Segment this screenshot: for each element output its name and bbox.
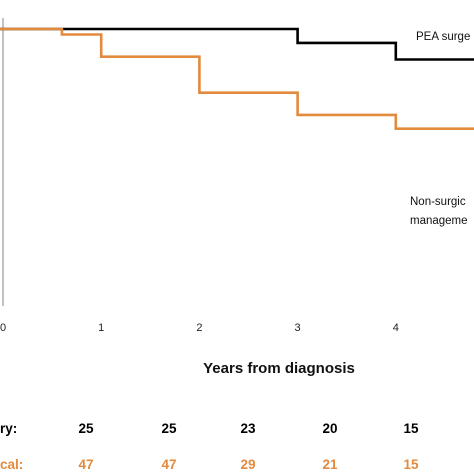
x-tick-label: 4: [393, 322, 399, 334]
x-tick-label: 3: [295, 322, 301, 334]
x-tick-label: 1: [98, 322, 104, 334]
series-labels: PEA surge Non-surgic manageme: [410, 31, 470, 227]
risk-value: 47: [161, 457, 176, 472]
risk-value: 25: [78, 421, 94, 436]
risk-value: 21: [322, 457, 338, 472]
plot-area: [0, 18, 474, 306]
risk-value: 15: [403, 457, 419, 472]
x-axis-ticks: 0 1 2 3 4: [0, 322, 399, 334]
risk-row-label: cal:: [0, 457, 23, 472]
series-line-non-surgical: [0, 27, 474, 130]
risk-value: 29: [240, 457, 255, 472]
non-surgical-label-line: manageme: [410, 215, 468, 227]
x-axis-title: Years from diagnosis: [203, 360, 355, 377]
risk-value: 23: [240, 421, 256, 436]
risk-value: 25: [161, 421, 177, 436]
x-tick-label: 2: [196, 322, 202, 334]
risk-value: 15: [403, 421, 419, 436]
non-surgical-label-line: Non-surgic: [410, 196, 466, 208]
risk-value: 20: [322, 421, 337, 436]
risk-table: ry: 25 25 23 20 15 cal: 47 47 29 21 15: [0, 421, 419, 472]
x-tick-label: 0: [0, 322, 6, 334]
pea-surgery-label: PEA surge: [416, 31, 470, 43]
risk-value: 47: [78, 457, 93, 472]
risk-row-label: ry:: [0, 421, 17, 436]
